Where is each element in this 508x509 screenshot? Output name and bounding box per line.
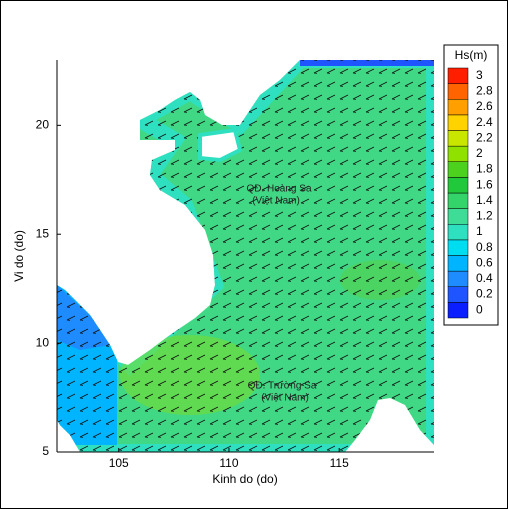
x-axis-label: Kinh do (do) (212, 472, 277, 486)
colorbar-tick-label: 0 (476, 302, 483, 316)
colorbar-tick-label: 2 (476, 146, 483, 160)
colorbar-swatch (447, 177, 469, 194)
colorbar-tick-label: 0.2 (476, 287, 493, 301)
y-tick-label: 15 (36, 226, 50, 240)
colorbar-swatch (447, 208, 469, 225)
x-tick-label: 105 (109, 456, 129, 470)
colorbar-swatch (447, 161, 469, 178)
colorbar-swatch (447, 270, 469, 287)
colorbar-swatch (447, 130, 469, 147)
y-axis-label: Vi do (do) (12, 230, 26, 282)
y-tick-label: 10 (36, 335, 50, 349)
colorbar-swatch (447, 239, 469, 256)
colorbar-swatch (447, 224, 469, 241)
colorbar-swatch (447, 192, 469, 209)
colorbar-swatch (447, 99, 469, 116)
y-tick-label: 20 (36, 118, 50, 132)
x-tick-label: 110 (219, 456, 238, 470)
colorbar-swatch (447, 114, 469, 131)
colorbar-swatch (447, 83, 469, 100)
colorbar-swatch (447, 286, 469, 303)
colorbar-tick-label: 2.6 (476, 99, 493, 113)
colorbar-title: Hs(m) (455, 48, 488, 62)
colorbar-tick-label: 2.2 (476, 130, 493, 144)
annotation: QĐ. Trường Sa (248, 381, 317, 392)
x-tick-label: 115 (330, 456, 349, 470)
annotation: (Việt Nam) (252, 196, 300, 207)
colorbar-tick-label: 1 (476, 224, 483, 238)
colorbar-tick-label: 1.6 (476, 177, 493, 191)
colorbar-tick-label: 2.4 (476, 115, 493, 129)
colorbar-swatch (447, 302, 469, 319)
colorbar-swatch (447, 67, 469, 84)
colorbar-tick-label: 1.8 (476, 162, 493, 176)
colorbar-tick-label: 1.4 (476, 193, 493, 207)
annotation: (Việt Nam) (261, 393, 309, 404)
y-tick-label: 5 (42, 444, 49, 458)
annotation: QĐ. Hoàng Sa (246, 184, 311, 195)
colorbar-swatch (447, 255, 469, 272)
colorbar-tick-label: 2.8 (476, 84, 493, 98)
colorbar-swatch (447, 145, 469, 162)
colorbar-tick-label: 0.6 (476, 255, 493, 269)
colorbar-tick-label: 1.2 (476, 209, 493, 223)
colorbar-tick-label: 0.8 (476, 240, 493, 254)
colorbar-tick-label: 0.4 (476, 271, 493, 285)
colorbar-tick-label: 3 (476, 68, 483, 82)
